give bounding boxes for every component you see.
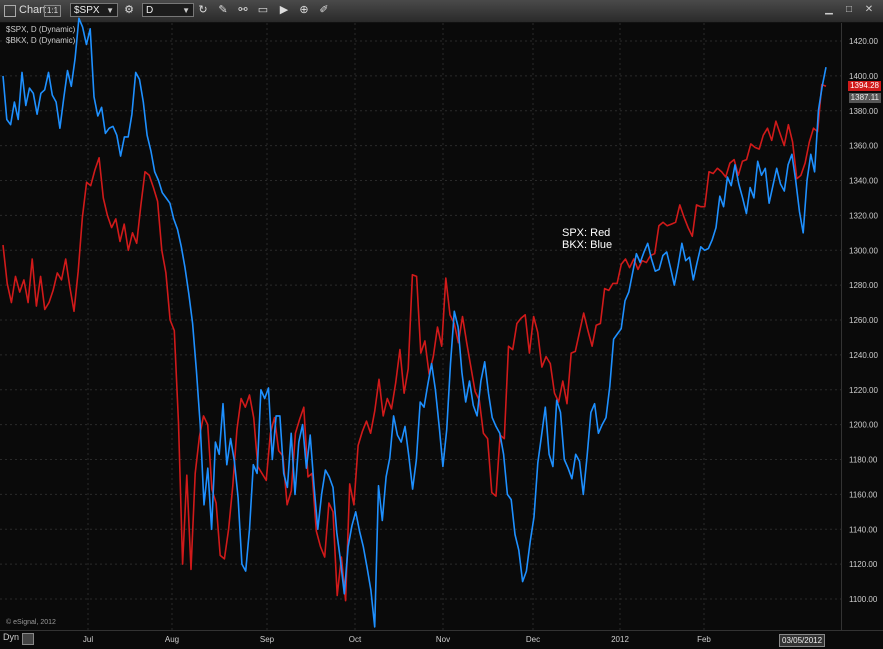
y-tick-label: 1380.00	[849, 107, 878, 116]
y-tick-label: 1340.00	[849, 177, 878, 186]
symbol-value: $SPX	[74, 5, 100, 16]
minimize-icon[interactable]: ▁	[825, 4, 833, 15]
price-axis[interactable]	[841, 23, 883, 630]
x-tick-label: Oct	[349, 635, 362, 644]
series-line-spx	[2, 83, 827, 602]
tools-icon[interactable]: ✐	[319, 4, 329, 16]
link-icon[interactable]: ⚯	[238, 4, 248, 16]
time-axis[interactable]	[0, 630, 883, 649]
x-tick-label: Sep	[260, 635, 275, 644]
y-tick-label: 1200.00	[849, 421, 878, 430]
y-tick-label: 1160.00	[849, 490, 878, 499]
legend-bkx: $BKX, D (Dynamic)	[6, 36, 76, 45]
maximize-icon[interactable]: □	[845, 4, 853, 15]
y-tick-label: 1100.00	[849, 595, 878, 604]
copyright: © eSignal, 2012	[6, 619, 56, 626]
chart-icon	[4, 5, 16, 17]
interval-input[interactable]: D ▼	[142, 3, 194, 17]
add-study-icon[interactable]: ⊕	[299, 4, 309, 16]
y-tick-label: 1400.00	[849, 72, 878, 81]
draw-pencil-icon[interactable]: ✎	[218, 4, 228, 16]
annotation-spx: SPX: Red	[562, 227, 611, 239]
keyboard-icon[interactable]: ▭	[257, 4, 269, 16]
dynamic-mode-label: Dyn	[3, 632, 20, 642]
close-icon[interactable]: ✕	[864, 4, 874, 15]
legend-spx: $SPX, D (Dynamic)	[6, 25, 76, 34]
chevron-down-icon[interactable]: ▼	[182, 6, 190, 15]
x-tick-label: Feb	[697, 635, 711, 644]
refresh-icon[interactable]: ↻	[198, 4, 208, 16]
y-tick-label: 1220.00	[849, 386, 878, 395]
play-icon[interactable]: ▶	[279, 4, 289, 16]
y-tick-label: 1280.00	[849, 281, 878, 290]
interval-value: D	[146, 5, 154, 16]
symbol-settings-icon[interactable]: ⚙	[124, 4, 134, 16]
y-tick-label: 1260.00	[849, 316, 878, 325]
dynamic-mode-button[interactable]	[22, 633, 34, 645]
spx-price-tag: 1394.28	[848, 81, 881, 91]
x-tick-label: 2012	[611, 635, 629, 644]
chevron-down-icon[interactable]: ▼	[106, 6, 114, 15]
cursor-date-tag: 03/05/2012	[779, 634, 826, 647]
y-tick-label: 1140.00	[849, 525, 878, 534]
y-tick-label: 1320.00	[849, 211, 878, 220]
window-title: Chart	[19, 4, 46, 16]
y-tick-label: 1360.00	[849, 142, 878, 151]
x-tick-label: Dec	[526, 635, 540, 644]
chart-window-titlebar: Chart 1:1	[0, 0, 883, 23]
y-tick-label: 1300.00	[849, 246, 878, 255]
link-badge[interactable]: 1:1	[44, 5, 62, 17]
y-tick-label: 1180.00	[849, 456, 878, 465]
annotation-bkx: BKX: Blue	[562, 239, 613, 251]
symbol-input[interactable]: $SPX ▼	[70, 3, 118, 17]
bkx-price-tag: 1387.11	[848, 93, 881, 103]
y-tick-label: 1120.00	[849, 560, 878, 569]
x-tick-label: Jul	[83, 635, 93, 644]
y-tick-label: 1240.00	[849, 351, 878, 360]
series-line-bkx	[2, 17, 827, 628]
x-tick-label: Aug	[165, 635, 179, 644]
x-tick-label: Nov	[436, 635, 450, 644]
y-tick-label: 1420.00	[849, 37, 878, 46]
